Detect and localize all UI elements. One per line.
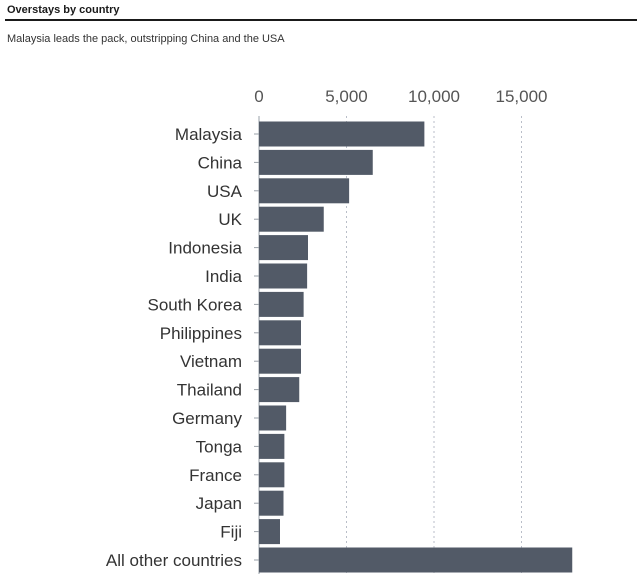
category-label-south-korea: South Korea bbox=[147, 295, 242, 314]
category-label-uk: UK bbox=[218, 210, 242, 229]
bar-tonga bbox=[259, 433, 285, 459]
title-rule bbox=[5, 19, 637, 21]
bar-thailand bbox=[259, 377, 300, 403]
x-tick-label-0: 0 bbox=[254, 87, 263, 106]
bar-vietnam bbox=[259, 348, 301, 374]
category-label-fiji: Fiji bbox=[220, 523, 242, 542]
bar-fiji bbox=[259, 519, 280, 545]
bar-japan bbox=[259, 490, 284, 516]
category-label-malaysia: Malaysia bbox=[175, 125, 243, 144]
category-label-all-other-countries: All other countries bbox=[106, 551, 242, 570]
category-label-india: India bbox=[205, 267, 242, 286]
category-label-france: France bbox=[189, 466, 242, 485]
x-tick-label-10000: 10,000 bbox=[408, 87, 460, 106]
category-label-japan: Japan bbox=[196, 494, 242, 513]
bar-all-other-countries bbox=[259, 547, 573, 573]
bar-germany bbox=[259, 405, 287, 431]
bar-usa bbox=[259, 178, 350, 204]
bar-philippines bbox=[259, 320, 301, 346]
category-label-indonesia: Indonesia bbox=[168, 239, 242, 258]
bar-south-korea bbox=[259, 291, 304, 317]
bar-india bbox=[259, 263, 308, 289]
bar-uk bbox=[259, 206, 324, 232]
category-label-philippines: Philippines bbox=[160, 324, 242, 343]
category-label-usa: USA bbox=[207, 182, 243, 201]
chart-subtitle: Malaysia leads the pack, outstripping Ch… bbox=[7, 33, 285, 45]
chart-title: Overstays by country bbox=[7, 4, 120, 16]
bar-france bbox=[259, 462, 285, 488]
bar-indonesia bbox=[259, 235, 308, 261]
x-tick-label-15000: 15,000 bbox=[496, 87, 548, 106]
bar-china bbox=[259, 149, 373, 175]
bar-malaysia bbox=[259, 121, 425, 147]
category-label-thailand: Thailand bbox=[177, 381, 242, 400]
category-label-vietnam: Vietnam bbox=[180, 352, 242, 371]
x-tick-label-5000: 5,000 bbox=[325, 87, 368, 106]
category-label-germany: Germany bbox=[172, 409, 242, 428]
category-label-tonga: Tonga bbox=[196, 437, 243, 456]
category-label-china: China bbox=[198, 153, 243, 172]
